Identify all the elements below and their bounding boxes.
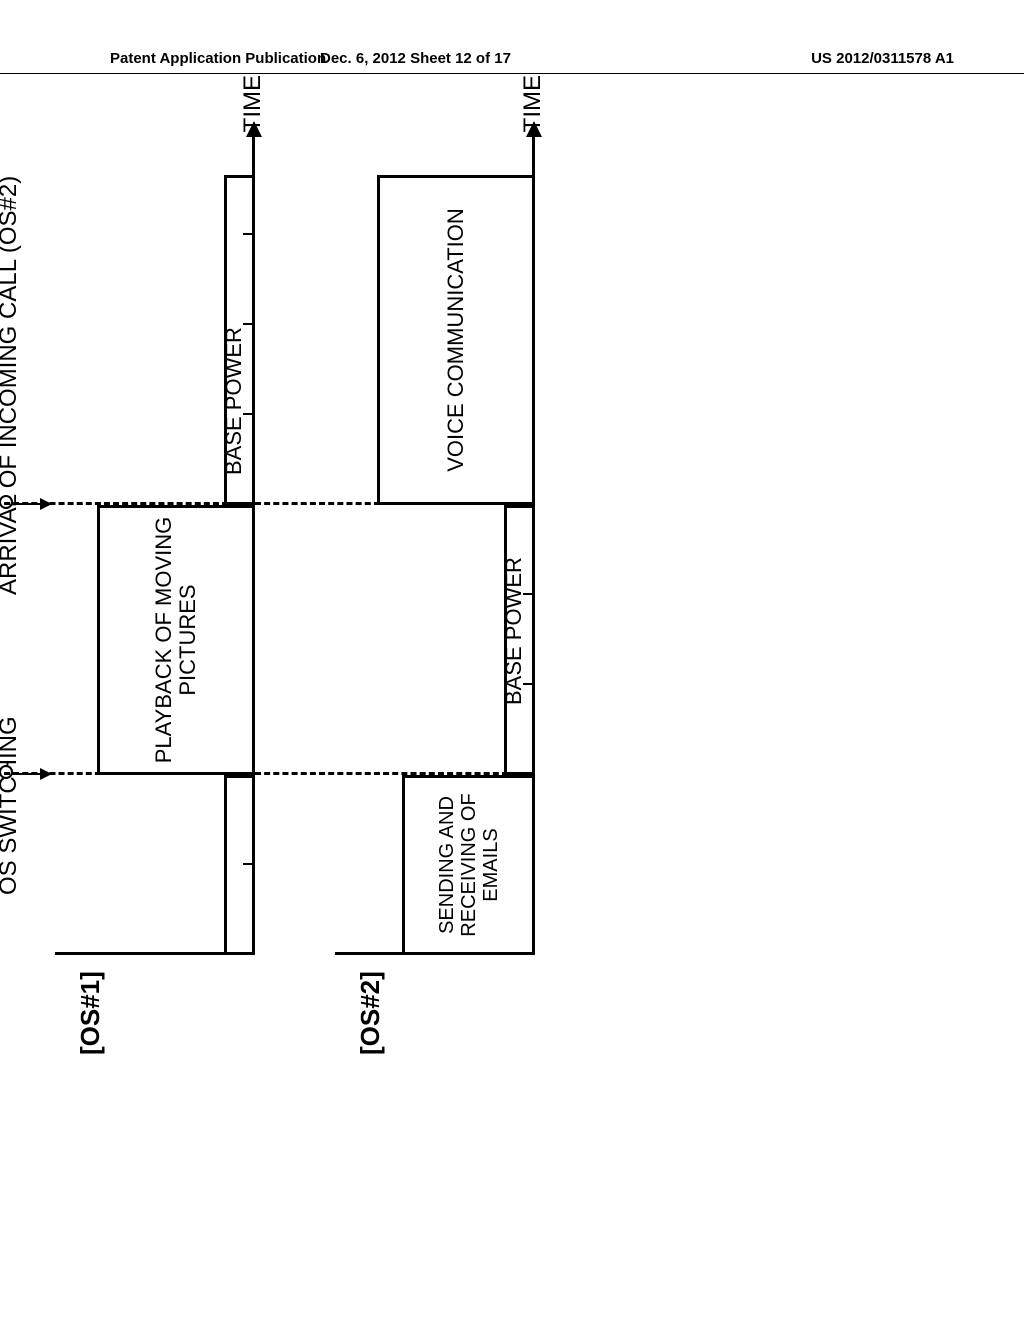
base-power-label-os2: BASE POWER (501, 557, 527, 705)
time-label-os1: TIME (239, 75, 267, 132)
bar-playback-label: PLAYBACK OF MOVING PICTURES (152, 508, 200, 772)
header-right: US 2012/0311578 A1 (811, 50, 954, 67)
time-label-os2: TIME (519, 75, 547, 132)
bar-voice: VOICE COMMUNICATION (377, 175, 532, 505)
bar-playback: PLAYBACK OF MOVING PICTURES (97, 505, 252, 775)
bar-voice-label: VOICE COMMUNICATION (444, 178, 468, 502)
base-power-label-os1: BASE POWER (221, 327, 247, 475)
header-left: Patent Application Publication (110, 50, 326, 67)
header-center: Dec. 6, 2012 Sheet 12 of 17 (320, 50, 511, 67)
bar-emails-label: SENDING AND RECEIVING OF EMAILS (436, 778, 502, 952)
figure-12: FIG. 12 OS SWITCHING ARRIVAL OF INCOMING… (15, 265, 1015, 1055)
x-axis-os1 (252, 135, 255, 955)
bar-emails: SENDING AND RECEIVING OF EMAILS (402, 775, 532, 955)
event-os-switching-label: OS SWITCHING (0, 716, 23, 895)
x-axis-os2 (532, 135, 535, 955)
header-divider (0, 73, 1024, 74)
os1-label: [OS#1] (75, 971, 106, 1055)
base-step-os1-a (224, 775, 252, 955)
event-incoming-call-label: ARRIVAL OF INCOMING CALL (OS#2) (0, 176, 23, 595)
axis-os1: TIME PLAYBACK OF MOVING PICTURES BASE PO… (55, 135, 255, 955)
axis-os2: TIME SENDING AND RECEIVING OF EMAILS VOI… (335, 135, 535, 955)
os2-label: [OS#2] (355, 971, 386, 1055)
